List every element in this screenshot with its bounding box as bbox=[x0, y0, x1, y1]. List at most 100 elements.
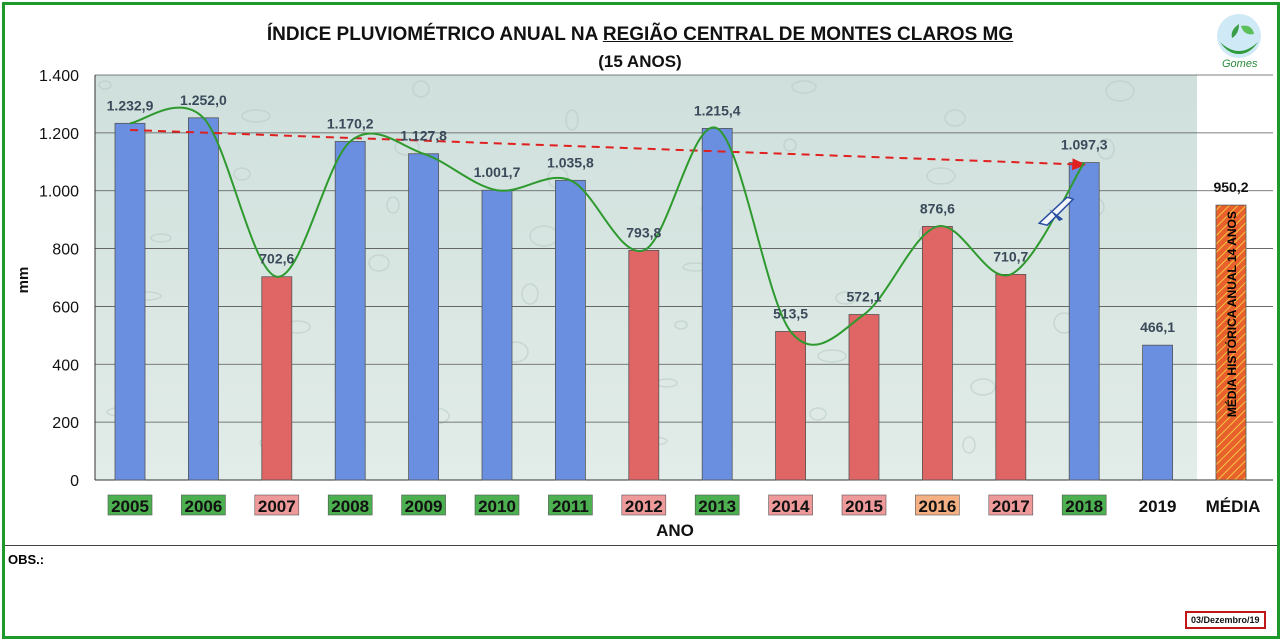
value-label-2013: 1.215,4 bbox=[694, 102, 741, 118]
x-tick-label-2012: 2012 bbox=[625, 497, 663, 516]
x-tick-label-2015: 2015 bbox=[845, 497, 883, 516]
x-tick-label-2017: 2017 bbox=[992, 497, 1030, 516]
value-label-MÉDIA: 950,2 bbox=[1213, 179, 1248, 195]
value-label-2006: 1.252,0 bbox=[180, 92, 227, 108]
droplet-decoration bbox=[368, 254, 390, 272]
droplet-decoration bbox=[809, 407, 827, 421]
bar-2007 bbox=[261, 276, 293, 481]
bar-2011 bbox=[555, 179, 586, 481]
bar-2012 bbox=[628, 249, 660, 481]
y-tick-label: 200 bbox=[52, 415, 79, 432]
droplet-decoration bbox=[150, 233, 172, 243]
obs-separator bbox=[5, 545, 1277, 546]
chart-title: ÍNDICE PLUVIOMÉTRICO ANUAL NA REGIÃO CEN… bbox=[266, 24, 1014, 45]
droplet-decoration bbox=[791, 80, 817, 94]
x-tick-label-2018: 2018 bbox=[1065, 497, 1103, 516]
category-label-bg-2006 bbox=[181, 494, 226, 516]
x-tick-label-2014: 2014 bbox=[772, 497, 810, 516]
category-label-bg-2012 bbox=[621, 494, 667, 516]
value-label-2005: 1.232,9 bbox=[107, 97, 154, 113]
bar-2019 bbox=[1142, 344, 1173, 481]
droplet-decoration bbox=[521, 283, 539, 305]
category-label-bg-2017 bbox=[988, 494, 1034, 516]
category-label-bg-2015 bbox=[841, 494, 887, 516]
droplet-decoration bbox=[233, 167, 251, 181]
droplet-decoration bbox=[98, 80, 112, 90]
y-tick-label: 1.400 bbox=[39, 68, 79, 85]
droplet-decoration bbox=[565, 109, 579, 131]
value-label-2010: 1.001,7 bbox=[474, 164, 521, 180]
x-tick-label-2008: 2008 bbox=[331, 497, 369, 516]
x-tick-label-2013: 2013 bbox=[698, 497, 736, 516]
droplet-decoration bbox=[944, 109, 966, 127]
value-label-2009: 1.127,8 bbox=[400, 128, 447, 144]
airplane-wing-icon bbox=[1049, 209, 1064, 222]
value-label-2018: 1.097,3 bbox=[1061, 137, 1108, 153]
droplet-decoration bbox=[412, 80, 430, 98]
droplet-decoration bbox=[926, 167, 956, 185]
droplet-decoration bbox=[970, 378, 996, 396]
trend-line bbox=[129, 128, 1087, 171]
x-tick-label-2010: 2010 bbox=[478, 497, 516, 516]
bar-MÉDIA bbox=[1215, 204, 1247, 481]
airplane-icon bbox=[1037, 196, 1075, 227]
droplet-decoration bbox=[674, 320, 688, 330]
y-tick-label: 400 bbox=[52, 357, 79, 374]
y-tick-label: 1.000 bbox=[39, 184, 79, 201]
bar-2016 bbox=[922, 226, 953, 481]
droplet-decoration bbox=[962, 436, 976, 454]
value-label-2019: 466,1 bbox=[1140, 319, 1175, 335]
category-label-bg-2011 bbox=[548, 494, 593, 516]
gomes-logo-icon bbox=[1206, 8, 1272, 74]
droplet-decoration bbox=[1105, 80, 1135, 102]
x-tick-label-2016: 2016 bbox=[918, 497, 956, 516]
x-tick-label-2007: 2007 bbox=[258, 497, 296, 516]
x-tick-label-2006: 2006 bbox=[184, 497, 222, 516]
bar-2015 bbox=[848, 314, 880, 481]
category-label-bg-2014 bbox=[768, 494, 813, 516]
category-label-bg-2007 bbox=[254, 494, 300, 516]
value-label-2008: 1.170,2 bbox=[327, 115, 374, 131]
bar-2009 bbox=[408, 153, 440, 481]
value-label-2011: 1.035,8 bbox=[547, 154, 594, 170]
x-tick-label-2019: 2019 bbox=[1139, 497, 1177, 516]
smooth-curve bbox=[129, 106, 1086, 346]
bar-2017 bbox=[995, 274, 1027, 481]
x-tick-label-2009: 2009 bbox=[405, 497, 443, 516]
value-label-2016: 876,6 bbox=[920, 200, 955, 216]
value-label-2014: 513,5 bbox=[773, 305, 808, 321]
category-label-bg-2009 bbox=[401, 494, 446, 516]
bar-2018 bbox=[1068, 162, 1100, 481]
bar-2010 bbox=[481, 189, 513, 481]
bar-2008 bbox=[334, 141, 366, 481]
y-tick-label: 800 bbox=[52, 242, 79, 259]
bar-2014 bbox=[775, 331, 806, 481]
value-label-2007: 702,6 bbox=[259, 251, 294, 267]
x-tick-label-2011: 2011 bbox=[552, 497, 589, 516]
x-tick-label-2005: 2005 bbox=[111, 497, 149, 516]
category-label-bg-2008 bbox=[327, 494, 373, 516]
droplet-decoration bbox=[835, 291, 857, 305]
bar-2013 bbox=[701, 128, 733, 481]
category-label-bg-2018 bbox=[1061, 494, 1107, 516]
y-tick-label: 1.200 bbox=[39, 126, 79, 143]
droplet-decoration bbox=[1097, 138, 1115, 160]
y-axis-label: mm bbox=[15, 267, 32, 294]
droplet-decoration bbox=[394, 138, 420, 156]
x-axis-label: ANO bbox=[656, 521, 694, 540]
x-tick-label-MÉDIA: MÉDIA bbox=[1206, 497, 1261, 516]
chart-subtitle: (15 ANOS) bbox=[598, 52, 682, 71]
average-bar-label: MÉDIA HISTÓRICA ANUAL 14 ANOS bbox=[1224, 211, 1239, 417]
value-label-2015: 572,1 bbox=[846, 288, 881, 304]
y-tick-label: 0 bbox=[70, 473, 79, 490]
y-tick-label: 600 bbox=[52, 299, 79, 316]
droplet-decoration bbox=[386, 196, 400, 214]
droplet-decoration bbox=[241, 109, 271, 123]
logo-text: Gomes bbox=[1222, 58, 1258, 70]
obs-label: OBS.: bbox=[8, 552, 45, 567]
bar-2006 bbox=[187, 117, 219, 481]
category-label-bg-2016 bbox=[915, 494, 960, 516]
category-label-bg-2005 bbox=[107, 494, 153, 516]
droplet-decoration bbox=[783, 138, 797, 152]
